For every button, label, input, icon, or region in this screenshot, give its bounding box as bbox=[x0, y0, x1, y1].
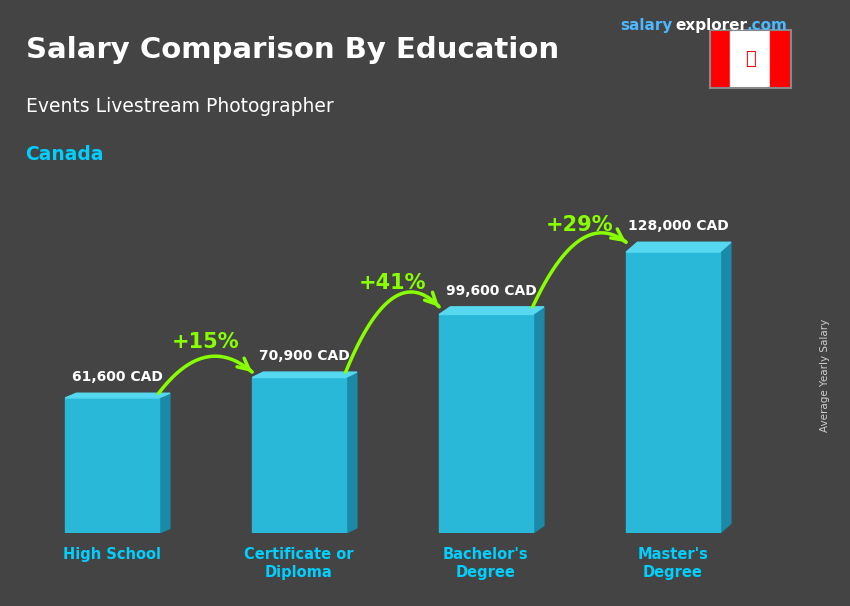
Text: Bachelor's
Degree: Bachelor's Degree bbox=[443, 547, 529, 580]
Polygon shape bbox=[720, 242, 731, 533]
Text: 70,900 CAD: 70,900 CAD bbox=[259, 349, 350, 363]
Polygon shape bbox=[626, 242, 731, 252]
Polygon shape bbox=[533, 307, 544, 533]
Text: 61,600 CAD: 61,600 CAD bbox=[72, 370, 163, 384]
Bar bbox=[252, 378, 346, 533]
Bar bbox=[626, 252, 720, 533]
Text: 128,000 CAD: 128,000 CAD bbox=[628, 219, 729, 233]
Text: 🍁: 🍁 bbox=[745, 50, 756, 68]
Text: Master's
Degree: Master's Degree bbox=[638, 547, 708, 580]
Text: .com: .com bbox=[746, 18, 787, 33]
Text: explorer: explorer bbox=[676, 18, 748, 33]
Text: +41%: +41% bbox=[359, 273, 426, 293]
Bar bbox=[65, 398, 159, 533]
Bar bbox=[730, 30, 770, 88]
Text: 99,600 CAD: 99,600 CAD bbox=[446, 284, 537, 298]
Polygon shape bbox=[159, 393, 170, 533]
Polygon shape bbox=[346, 372, 357, 533]
Text: Certificate or
Diploma: Certificate or Diploma bbox=[244, 547, 354, 580]
Polygon shape bbox=[252, 372, 357, 378]
Text: salary: salary bbox=[620, 18, 673, 33]
Text: +29%: +29% bbox=[546, 215, 613, 235]
Text: Salary Comparison By Education: Salary Comparison By Education bbox=[26, 36, 558, 64]
Text: +15%: +15% bbox=[172, 332, 239, 352]
Bar bbox=[439, 315, 533, 533]
Polygon shape bbox=[439, 307, 544, 315]
Bar bbox=[710, 30, 730, 88]
Polygon shape bbox=[65, 393, 170, 398]
Bar bbox=[770, 30, 790, 88]
Text: High School: High School bbox=[63, 547, 161, 562]
Text: Canada: Canada bbox=[26, 145, 104, 164]
Text: Average Yearly Salary: Average Yearly Salary bbox=[819, 319, 830, 432]
Text: Events Livestream Photographer: Events Livestream Photographer bbox=[26, 97, 333, 116]
